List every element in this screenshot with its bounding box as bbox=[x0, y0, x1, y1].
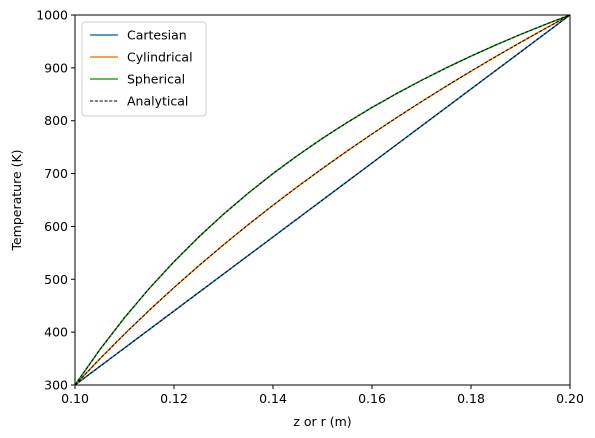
legend-label-spherical: Spherical bbox=[127, 72, 185, 87]
legend-label-cylindrical: Cylindrical bbox=[127, 50, 193, 65]
x-axis-title: z or r (m) bbox=[293, 414, 351, 429]
series-layer bbox=[74, 14, 571, 386]
y-tick-label: 800 bbox=[44, 113, 68, 128]
y-tick-label: 400 bbox=[44, 325, 68, 340]
legend-label-analytical: Analytical bbox=[127, 94, 188, 109]
y-tick-label: 900 bbox=[44, 60, 68, 75]
y-tick-label: 1000 bbox=[36, 8, 68, 23]
y-axis-ticks: 300 400 500 600 700 800 900 1000 bbox=[36, 8, 75, 393]
legend: Cartesian Cylindrical Spherical Analytical bbox=[81, 21, 207, 117]
x-tick-label: 0.18 bbox=[457, 391, 485, 406]
plot-frame bbox=[74, 14, 571, 386]
legend-box bbox=[81, 21, 207, 117]
y-axis-title: Temperature (K) bbox=[9, 149, 24, 251]
series-line-analytical-1 bbox=[74, 14, 571, 386]
y-tick-label: 600 bbox=[44, 219, 68, 234]
x-tick-label: 0.10 bbox=[61, 391, 89, 406]
series-line-analytical-3 bbox=[74, 14, 571, 386]
x-tick-label: 0.16 bbox=[358, 391, 386, 406]
x-tick-label: 0.14 bbox=[259, 391, 287, 406]
y-tick-label: 300 bbox=[44, 378, 68, 393]
y-tick-label: 500 bbox=[44, 272, 68, 287]
legend-label-cartesian: Cartesian bbox=[127, 28, 187, 43]
x-axis-ticks: 0.10 0.12 0.14 0.16 0.18 0.20 bbox=[61, 385, 584, 406]
x-tick-label: 0.20 bbox=[556, 391, 584, 406]
y-tick-label: 700 bbox=[44, 166, 68, 181]
x-tick-label: 0.12 bbox=[160, 391, 188, 406]
series-line-analytical-2 bbox=[74, 14, 571, 386]
